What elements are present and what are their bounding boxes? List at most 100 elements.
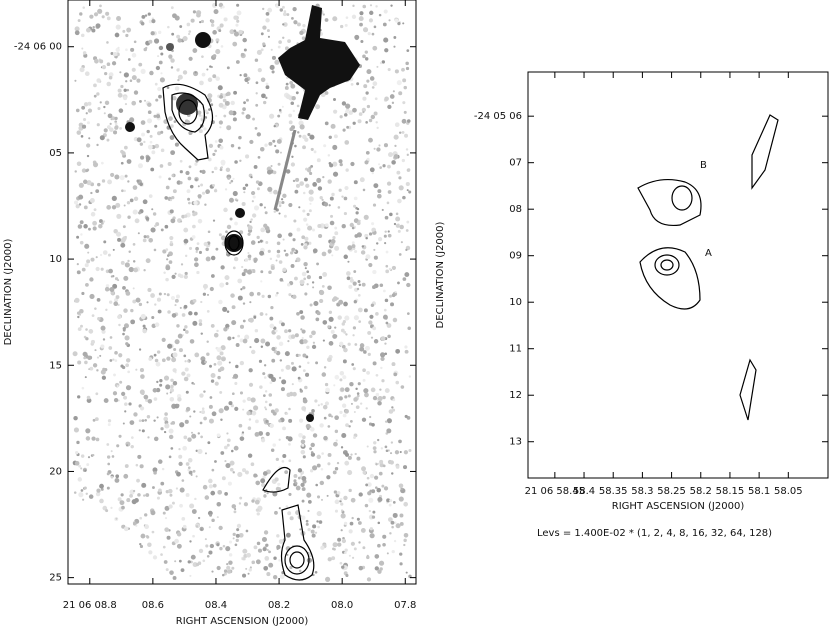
noise: [405, 148, 409, 151]
noise: [210, 373, 216, 378]
noise: [191, 509, 197, 514]
noise: [73, 427, 79, 433]
noise: [172, 381, 178, 386]
noise: [216, 516, 219, 519]
noise: [257, 548, 263, 553]
noise: [203, 416, 207, 421]
noise: [244, 470, 249, 474]
noise: [334, 231, 339, 236]
noise: [288, 459, 292, 463]
noise: [194, 352, 200, 358]
noise: [290, 162, 296, 167]
noise: [343, 211, 347, 216]
noise: [130, 444, 134, 449]
y-tick-label: 08: [509, 204, 522, 215]
noise: [262, 471, 268, 476]
noise: [95, 23, 101, 29]
noise: [192, 562, 198, 568]
y-tick-label: 09: [509, 251, 522, 262]
noise: [234, 543, 238, 547]
noise: [151, 150, 156, 155]
noise: [390, 441, 394, 444]
noise: [346, 276, 351, 281]
noise: [189, 415, 192, 418]
noise: [233, 256, 239, 262]
noise: [392, 398, 396, 402]
noise: [204, 538, 207, 541]
noise: [247, 81, 250, 84]
noise: [281, 105, 284, 108]
noise: [231, 392, 235, 396]
noise: [346, 125, 350, 129]
noise: [322, 272, 328, 277]
noise: [345, 423, 349, 427]
noise: [395, 212, 399, 216]
noise: [403, 450, 408, 455]
noise: [219, 351, 224, 356]
noise: [371, 422, 375, 427]
noise: [334, 374, 340, 380]
noise: [362, 470, 367, 475]
noise: [325, 387, 330, 393]
noise: [265, 241, 269, 244]
noise: [382, 543, 386, 547]
noise: [212, 54, 217, 58]
noise: [293, 474, 298, 478]
noise: [374, 566, 379, 571]
noise: [147, 287, 152, 292]
noise: [223, 569, 228, 573]
noise: [347, 342, 351, 346]
noise: [207, 441, 211, 445]
noise: [318, 233, 323, 239]
noise: [189, 339, 195, 344]
noise: [295, 485, 301, 491]
noise: [125, 363, 130, 368]
noise: [133, 267, 139, 273]
noise: [289, 565, 293, 570]
noise: [177, 74, 183, 80]
noise: [347, 245, 353, 251]
noise: [132, 489, 136, 493]
noise: [197, 218, 203, 224]
noise: [397, 281, 400, 285]
noise: [153, 419, 156, 422]
noise: [233, 90, 238, 95]
noise: [304, 292, 308, 296]
noise: [242, 186, 246, 191]
noise: [383, 9, 388, 14]
noise: [141, 482, 147, 488]
noise: [262, 7, 265, 11]
noise: [139, 406, 145, 411]
noise: [93, 208, 97, 212]
noise: [356, 392, 360, 395]
noise: [196, 242, 200, 245]
noise: [255, 419, 259, 424]
noise: [121, 189, 124, 193]
noise: [73, 200, 79, 205]
noise: [358, 112, 363, 116]
noise: [250, 462, 255, 467]
noise: [388, 503, 392, 507]
noise: [401, 118, 407, 124]
noise: [299, 388, 302, 391]
noise: [171, 313, 177, 318]
noise: [391, 549, 395, 554]
noise: [375, 242, 379, 245]
noise: [301, 329, 306, 334]
noise: [318, 275, 323, 280]
noise: [265, 543, 269, 547]
noise: [114, 120, 118, 123]
noise: [154, 303, 157, 306]
noise: [186, 373, 191, 378]
noise: [310, 451, 314, 454]
noise: [158, 292, 162, 296]
noise: [372, 203, 377, 207]
noise: [324, 382, 329, 387]
noise: [270, 48, 273, 51]
noise: [190, 431, 194, 434]
noise: [97, 317, 101, 321]
noise: [216, 543, 220, 547]
noise: [215, 49, 221, 55]
noise: [222, 573, 225, 577]
noise: [156, 416, 159, 419]
